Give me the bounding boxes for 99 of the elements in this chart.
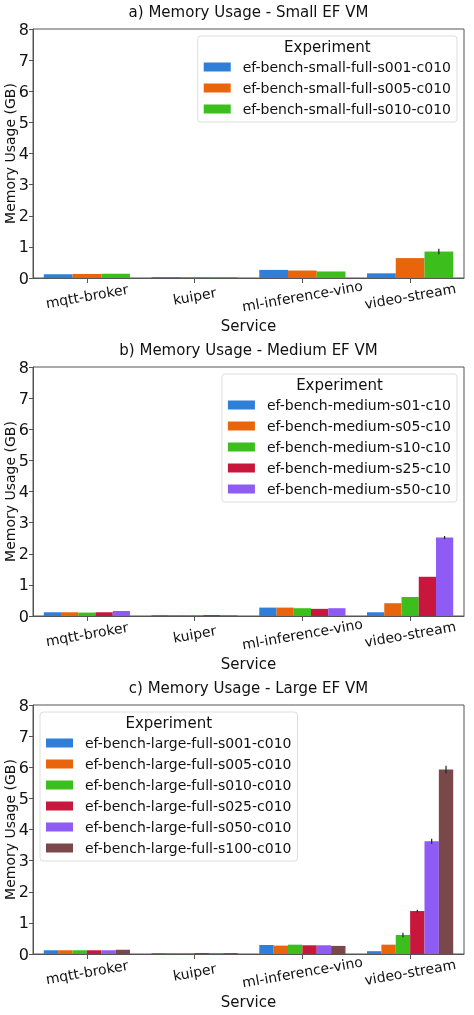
legend-label: ef-bench-medium-s10-c10	[266, 439, 452, 455]
y-tick-label: 4	[18, 482, 29, 501]
bar	[112, 611, 130, 616]
legend-label: ef-bench-small-full-s010-c010	[242, 101, 452, 117]
legend-title: Experiment	[296, 375, 383, 394]
chart-title: a) Memory Usage - Small EF VM	[128, 3, 369, 21]
bar	[331, 945, 346, 954]
x-tick-label: mqtt-broker	[44, 956, 130, 988]
y-tick-label: 4	[18, 820, 29, 839]
y-tick-label: 1	[18, 237, 29, 257]
legend-label: ef-bench-large-full-s050-c010	[85, 819, 292, 835]
legend-label: ef-bench-medium-s50-c10	[266, 481, 452, 497]
bar	[58, 950, 73, 954]
legend-label: ef-bench-medium-s25-c10	[266, 460, 452, 476]
bar	[259, 269, 289, 278]
y-tick-label: 6	[18, 81, 29, 101]
y-tick-label: 6	[18, 757, 29, 777]
y-tick-label: 0	[18, 944, 29, 964]
y-tick-label: 6	[18, 419, 29, 439]
bar	[381, 944, 396, 954]
bar	[95, 612, 113, 616]
bar	[316, 271, 346, 278]
y-tick-label: 5	[18, 788, 29, 808]
y-tick-label: 5	[18, 112, 29, 132]
legend-label: ef-bench-large-full-s025-c010	[85, 798, 292, 814]
chart-title: b) Memory Usage - Medium EF VM	[119, 341, 378, 359]
y-tick-label: 8	[18, 357, 29, 377]
y-tick-label: 7	[18, 50, 29, 70]
y-tick-label: 2	[18, 544, 29, 564]
legend-label: ef-bench-medium-s05-c10	[266, 418, 452, 434]
bar	[395, 935, 411, 954]
legend-label: ef-bench-large-full-s001-c010	[85, 735, 292, 751]
y-tick-label: 3	[18, 513, 29, 533]
x-tick-label: mqtt-broker	[44, 280, 130, 312]
y-tick-label: 7	[18, 726, 29, 746]
bar	[435, 537, 454, 616]
bar	[86, 950, 102, 954]
x-tick-label: mqtt-broker	[44, 618, 130, 650]
bar	[316, 945, 332, 954]
y-tick-label: 8	[18, 19, 29, 39]
bar	[259, 944, 274, 954]
y-axis-title: Memory Usage (GB)	[2, 759, 18, 900]
bar	[367, 273, 396, 278]
bar	[43, 950, 59, 954]
y-tick-label: 1	[18, 575, 29, 595]
bar	[72, 273, 102, 278]
bar	[293, 608, 311, 616]
bar	[395, 258, 425, 278]
y-axis-title: Memory Usage (GB)	[2, 421, 18, 562]
bar	[43, 612, 62, 616]
bar	[302, 945, 317, 954]
bar	[367, 612, 385, 616]
y-tick-label: 3	[18, 175, 29, 195]
y-tick-label: 8	[18, 695, 29, 715]
bar	[311, 608, 329, 616]
bar	[424, 251, 454, 278]
x-tick-label: kuiper	[171, 960, 218, 984]
legend-label: ef-bench-small-full-s001-c010	[242, 59, 452, 75]
y-tick-label: 7	[18, 388, 29, 408]
legend-label: ef-bench-large-full-s005-c010	[85, 756, 292, 772]
y-axis-title: Memory Usage (GB)	[2, 83, 18, 224]
x-axis-title: Service	[220, 655, 277, 674]
y-tick-label: 5	[18, 450, 29, 470]
legend-label: ef-bench-large-full-s010-c010	[85, 777, 292, 793]
legend-title: Experiment	[125, 713, 213, 732]
bar	[367, 951, 382, 954]
bar	[276, 607, 294, 616]
legend-label: ef-bench-large-full-s100-c010	[85, 840, 292, 856]
y-tick-label: 0	[18, 606, 29, 626]
y-tick-label: 2	[18, 882, 29, 902]
bar	[273, 945, 289, 954]
legend-label: ef-bench-small-full-s005-c010	[242, 80, 452, 96]
bar	[43, 274, 73, 278]
bar	[328, 608, 346, 616]
y-tick-label: 2	[18, 206, 29, 226]
bar	[401, 597, 419, 616]
y-tick-label: 1	[18, 913, 29, 933]
bar	[101, 273, 130, 278]
bar	[410, 911, 425, 954]
bar	[438, 769, 454, 954]
bar	[72, 950, 87, 954]
chart-title: c) Memory Usage - Large EF VM	[128, 679, 369, 697]
x-axis-title: Service	[220, 993, 277, 1012]
legend-title: Experiment	[284, 37, 371, 56]
y-tick-label: 0	[18, 268, 29, 288]
y-tick-label: 3	[18, 851, 29, 871]
x-tick-label: kuiper	[171, 622, 218, 646]
bar	[259, 607, 277, 616]
bar	[288, 270, 317, 278]
x-axis-title: Service	[220, 317, 277, 336]
bar	[288, 944, 303, 954]
y-tick-label: 4	[18, 144, 29, 163]
bar	[384, 603, 402, 616]
x-tick-label: kuiper	[171, 284, 218, 308]
bar	[101, 950, 116, 954]
bar	[418, 576, 436, 616]
legend-label: ef-bench-medium-s01-c10	[266, 397, 452, 413]
bar	[61, 612, 79, 616]
bar	[424, 841, 439, 954]
